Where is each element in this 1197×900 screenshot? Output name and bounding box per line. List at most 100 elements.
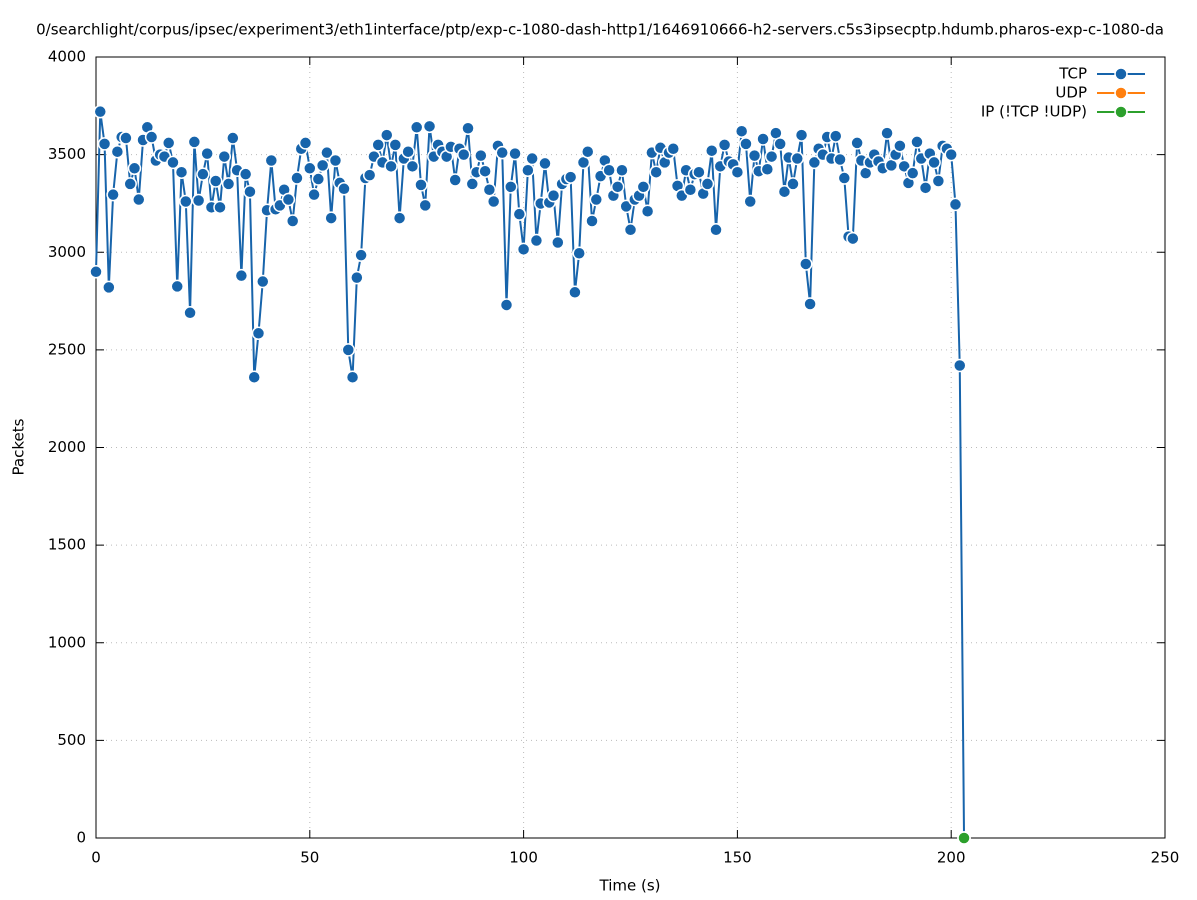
x-tick-label: 100 <box>509 849 538 867</box>
data-point <box>799 257 813 271</box>
y-tick-label: 3500 <box>48 145 86 163</box>
data-point <box>478 164 492 178</box>
data-point <box>717 138 732 152</box>
data-point <box>931 174 946 188</box>
data-point <box>529 233 544 248</box>
data-point <box>538 156 552 171</box>
data-point <box>290 171 304 185</box>
data-point <box>944 147 958 162</box>
data-point <box>422 119 437 134</box>
data-point <box>384 159 398 174</box>
data-point <box>110 144 125 159</box>
data-point <box>837 171 852 185</box>
data-point <box>285 214 300 228</box>
y-tick-label: 4000 <box>48 48 86 66</box>
data-point <box>315 158 330 173</box>
data-point <box>563 170 578 184</box>
data-point <box>191 193 206 208</box>
data-point <box>893 139 907 153</box>
data-point <box>166 155 180 170</box>
y-tick-label: 3000 <box>48 243 86 261</box>
data-point <box>649 165 663 179</box>
data-point <box>521 163 535 177</box>
data-point <box>580 144 595 159</box>
data-point <box>777 184 792 199</box>
legend-label: TCP <box>1058 65 1087 83</box>
data-point <box>256 274 270 289</box>
data-point <box>486 194 501 209</box>
data-point <box>794 128 809 142</box>
data-point <box>623 223 638 237</box>
data-point <box>298 136 313 150</box>
data-point <box>362 168 377 182</box>
y-axis-label: Packets <box>10 418 28 475</box>
data-point <box>760 162 775 177</box>
data-point <box>850 136 864 150</box>
data-point <box>786 177 800 191</box>
data-point <box>756 132 770 146</box>
data-point <box>170 279 184 294</box>
data-point <box>324 211 338 225</box>
data-point <box>174 165 189 179</box>
data-point <box>392 211 407 225</box>
data-point <box>97 137 112 151</box>
data-point <box>747 148 762 163</box>
data-point <box>208 174 223 188</box>
data-point <box>551 235 565 250</box>
data-point <box>700 177 715 191</box>
data-point <box>948 197 963 212</box>
data-point <box>846 231 860 246</box>
data-point <box>281 192 296 207</box>
data-point <box>213 200 227 215</box>
data-point <box>350 270 364 285</box>
data-point <box>341 343 356 357</box>
data-point <box>371 138 385 152</box>
data-point <box>418 198 433 213</box>
x-tick-label: 0 <box>91 849 101 867</box>
data-point <box>123 177 137 191</box>
data-point <box>409 120 424 135</box>
data-point <box>704 143 719 158</box>
data-point <box>328 153 343 168</box>
data-point <box>709 223 723 237</box>
data-point <box>380 128 394 142</box>
legend-swatch <box>1114 105 1128 119</box>
data-point <box>610 180 625 194</box>
data-point <box>200 146 214 161</box>
data-point <box>880 126 894 140</box>
data-point <box>568 285 582 300</box>
data-point <box>102 280 116 295</box>
data-point <box>918 181 933 195</box>
data-point <box>127 161 142 176</box>
data-point <box>132 192 146 207</box>
data-point <box>927 155 941 170</box>
data-point <box>692 165 706 179</box>
data-point <box>499 298 514 312</box>
chart-title: 0/searchlight/corpus/ipsec/experiment3/e… <box>36 21 1164 39</box>
x-axis-label: Time (s) <box>599 877 661 895</box>
data-point <box>636 180 651 194</box>
data-point <box>572 246 586 260</box>
data-point <box>953 358 967 373</box>
x-tick-label: 50 <box>300 849 319 867</box>
y-tick-label: 1000 <box>48 633 86 651</box>
data-point <box>585 214 599 228</box>
data-point <box>525 151 539 166</box>
data-point <box>247 370 261 384</box>
data-point <box>465 177 480 191</box>
data-point <box>734 124 749 138</box>
data-point <box>238 167 253 181</box>
data-point <box>405 159 420 174</box>
data-point <box>414 178 428 192</box>
data-point <box>388 138 403 152</box>
data-point <box>337 182 351 196</box>
data-point <box>910 135 924 149</box>
data-point <box>320 145 334 160</box>
data-point <box>119 131 133 145</box>
x-tick-label: 200 <box>937 849 966 867</box>
data-point <box>807 155 822 170</box>
data-point <box>905 166 920 180</box>
data-point <box>307 187 321 202</box>
